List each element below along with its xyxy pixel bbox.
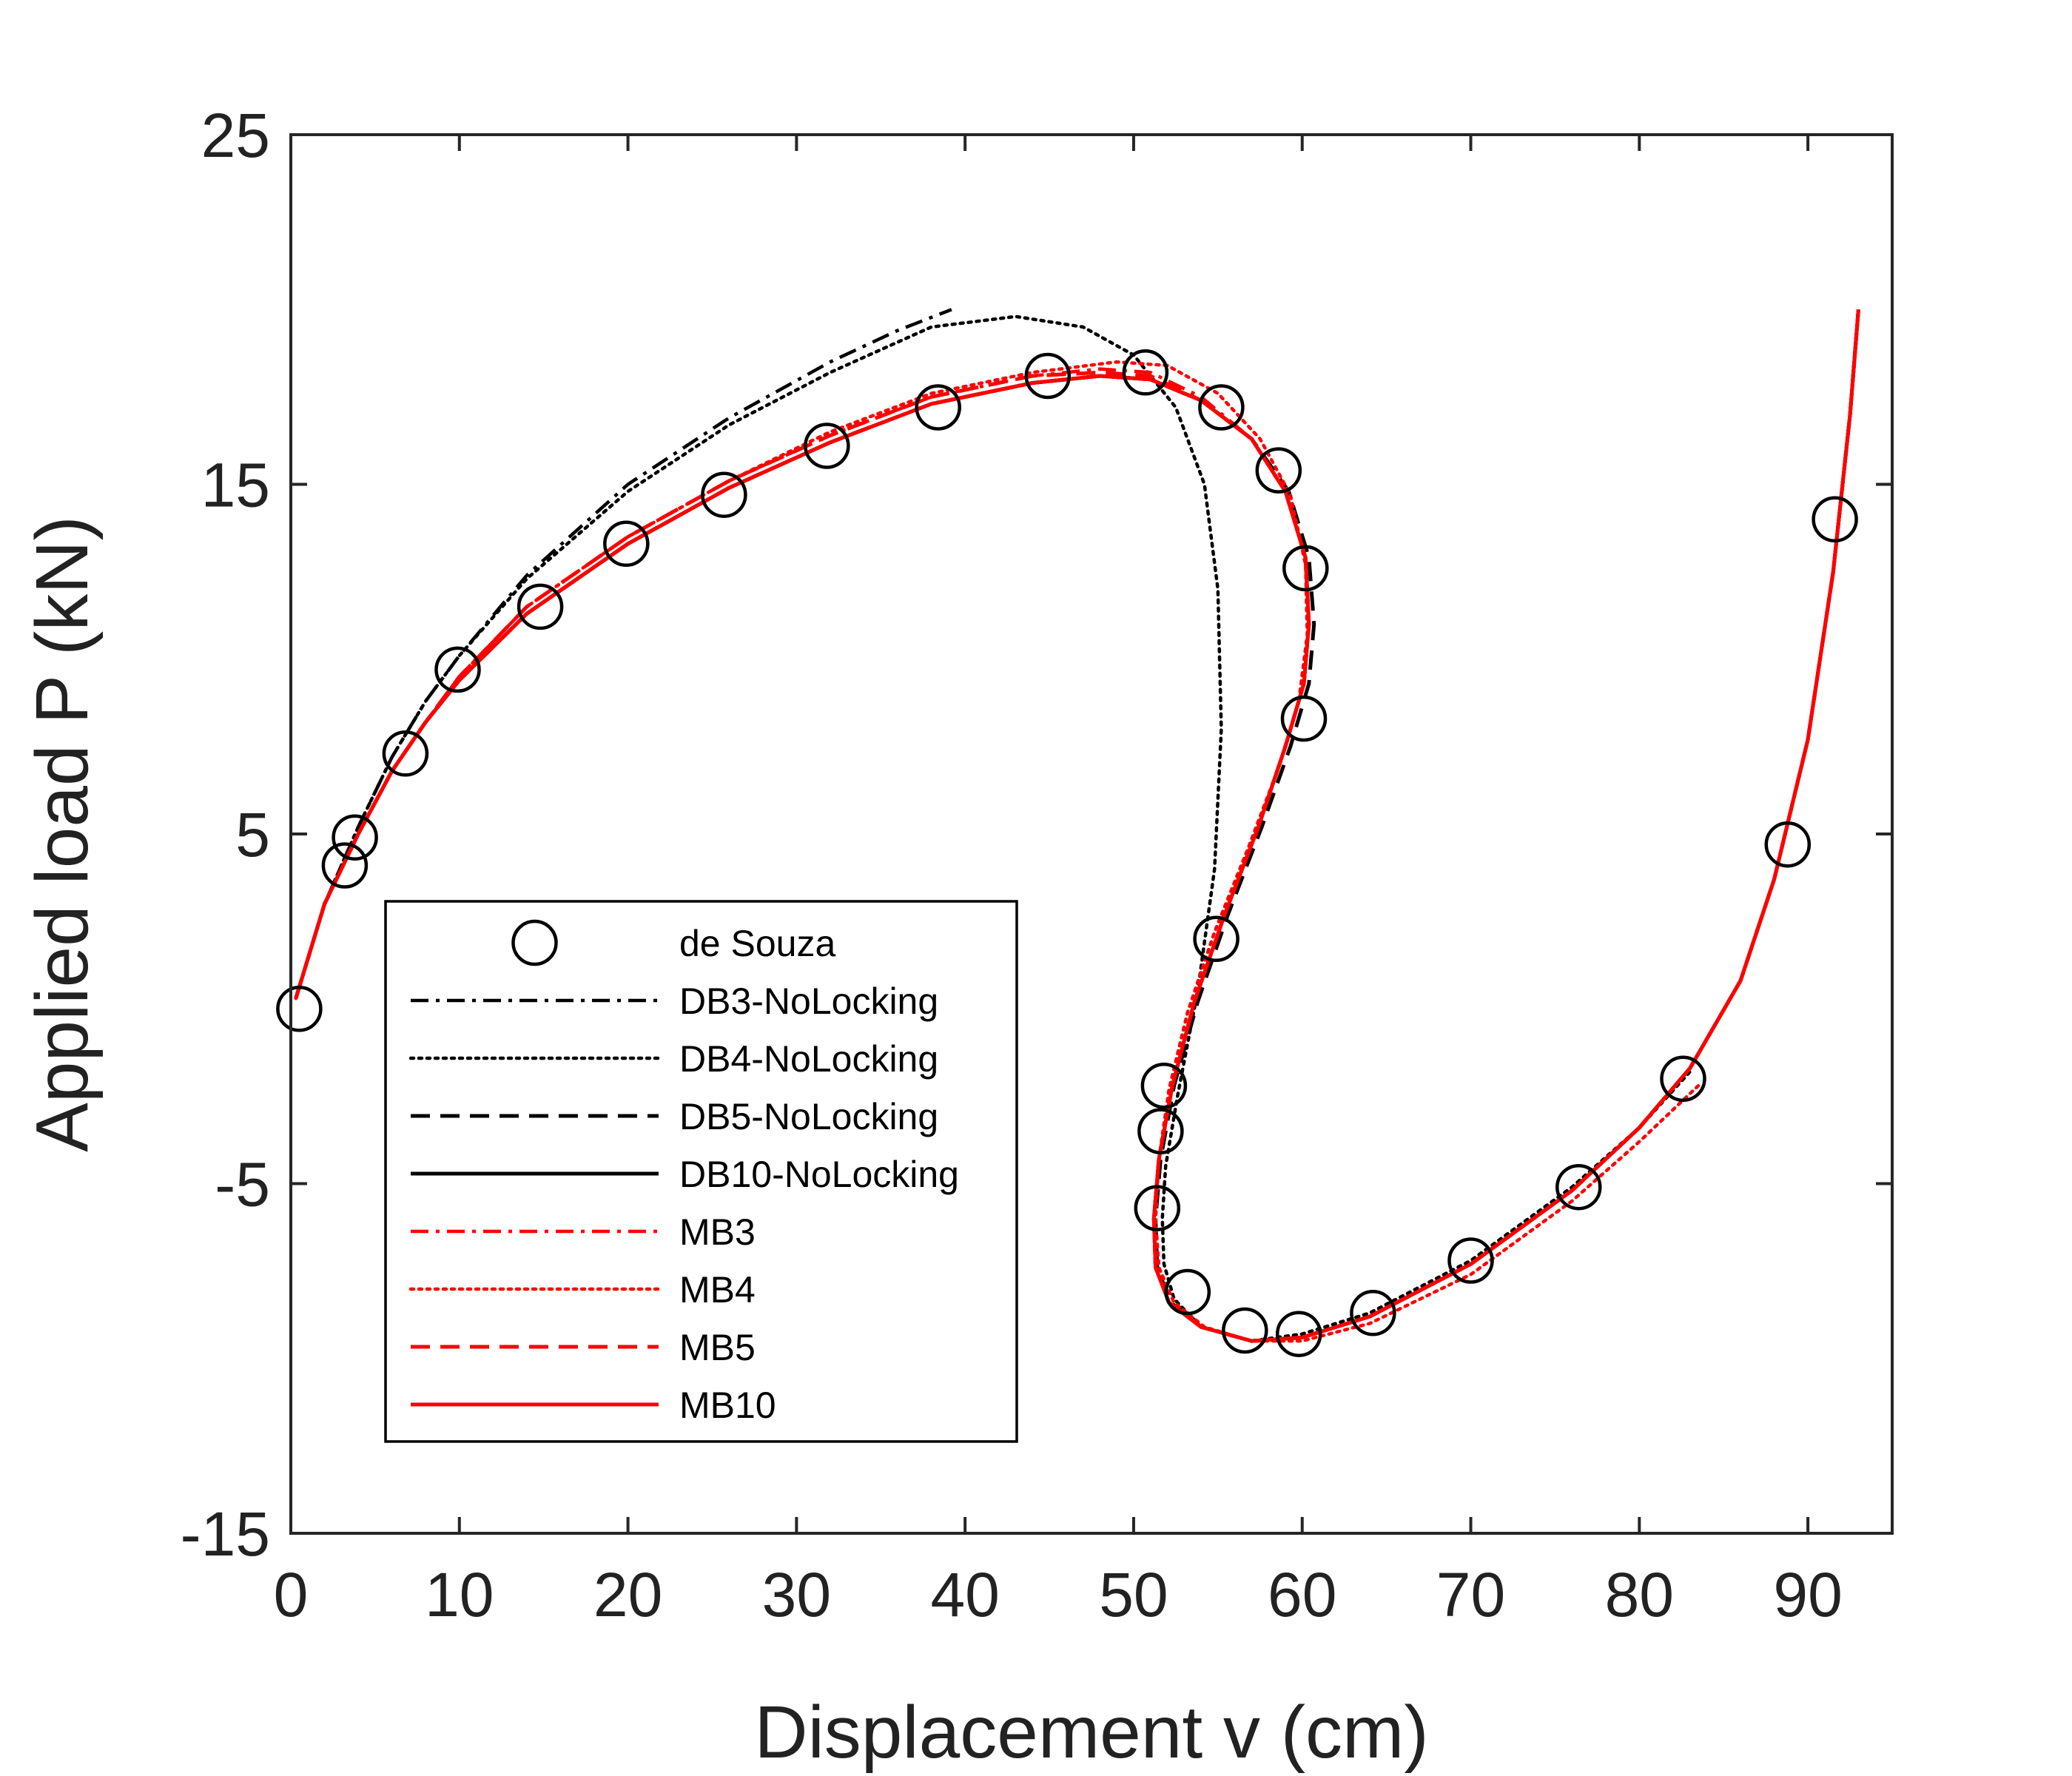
data-point-de-souza xyxy=(1660,1055,1706,1103)
legend-entry-db5-nolocking: DB5-NoLocking xyxy=(411,1096,938,1137)
axis-ticks xyxy=(289,133,1892,1535)
x-tick-label: 20 xyxy=(593,1560,662,1629)
x-tick-label: 30 xyxy=(762,1560,831,1629)
y-tick-label: -5 xyxy=(215,1150,270,1220)
data-point-de-souza xyxy=(1282,545,1329,592)
legend: de Souza DB3-NoLocking DB4-NoLocking DB5-No… xyxy=(384,900,1018,1443)
x-tick-label: 50 xyxy=(1099,1560,1168,1629)
y-tick-label: 15 xyxy=(201,451,270,520)
data-point-de-souza xyxy=(1275,1311,1322,1357)
legend-entries: de Souza DB3-NoLocking DB4-NoLocking DB5-No… xyxy=(408,919,959,1426)
legend-box xyxy=(384,900,1018,1443)
data-point-de-souza xyxy=(321,842,369,889)
legend-label: MB4 xyxy=(679,1269,756,1311)
y-axis-label: Applied load P (kN) xyxy=(21,516,104,1152)
y-tick-label: 5 xyxy=(235,800,270,870)
data-point-de-souza xyxy=(1164,1268,1211,1316)
x-axis-label: Displacement v (cm) xyxy=(754,1691,1428,1774)
x-tick-label: 70 xyxy=(1436,1560,1505,1629)
legend-entry-db10-nolocking: DB10-NoLocking xyxy=(411,1154,959,1195)
y-tick-label: 25 xyxy=(201,101,270,170)
legend-label: MB10 xyxy=(679,1385,776,1426)
x-tick-label: 40 xyxy=(930,1560,999,1629)
data-point-de-souza xyxy=(1812,496,1858,543)
data-point-de-souza xyxy=(603,520,650,568)
data-point-de-souza xyxy=(1024,352,1072,400)
data-point-de-souza xyxy=(276,986,323,1032)
x-tick-label: 80 xyxy=(1605,1560,1674,1629)
data-point-de-souza xyxy=(915,384,961,431)
data-point-de-souza xyxy=(1350,1290,1396,1336)
data-point-de-souza xyxy=(1193,915,1240,963)
data-point-de-souza xyxy=(1137,1108,1184,1154)
series-layer xyxy=(294,308,1860,1343)
legend-marker xyxy=(511,919,558,966)
data-point-de-souza xyxy=(1198,384,1245,431)
data-point-de-souza xyxy=(332,814,378,861)
legend-label: MB5 xyxy=(679,1327,756,1368)
data-point-de-souza xyxy=(517,583,564,630)
data-point-de-souza xyxy=(434,646,481,693)
x-tick-label: 10 xyxy=(425,1560,494,1629)
data-point-de-souza xyxy=(1222,1307,1268,1354)
legend-entry-db4-nolocking: DB4-NoLocking xyxy=(408,1038,938,1080)
series-line-db4-nolocking xyxy=(294,314,1692,1343)
axis-tick-labels: 0 10 20 30 40 50 60 70 80 90 -15 -5 5 15 25 xyxy=(181,101,1843,1629)
markers-layer xyxy=(276,349,1858,1357)
data-point-de-souza xyxy=(1555,1163,1602,1211)
x-tick-label: 60 xyxy=(1268,1560,1336,1629)
data-point-de-souza xyxy=(1280,695,1328,742)
data-point-de-souza xyxy=(1255,447,1302,494)
data-point-de-souza xyxy=(1764,821,1812,868)
legend-entry-mb10: MB10 xyxy=(411,1385,776,1426)
data-point-de-souza xyxy=(1140,1062,1188,1109)
data-point-de-souza xyxy=(382,730,429,777)
data-point-de-souza xyxy=(1122,349,1169,396)
legend-entry-mb3: MB3 xyxy=(411,1211,756,1253)
legend-entry-mb4: MB4 xyxy=(408,1269,756,1311)
data-point-de-souza xyxy=(1447,1237,1494,1284)
legend-label: DB4-NoLocking xyxy=(679,1038,938,1080)
legend-label: DB5-NoLocking xyxy=(679,1096,938,1137)
y-tick-label: -15 xyxy=(181,1499,270,1569)
x-tick-label: 0 xyxy=(274,1560,309,1629)
legend-entry-de-souza: de Souza xyxy=(511,919,835,966)
legend-entry-mb5: MB5 xyxy=(411,1327,756,1368)
data-point-de-souza xyxy=(804,423,850,469)
series-line-db3-nolocking xyxy=(294,308,952,999)
data-point-de-souza xyxy=(701,471,747,518)
data-point-de-souza xyxy=(1134,1185,1181,1231)
x-tick-label: 90 xyxy=(1773,1560,1842,1629)
legend-label: DB3-NoLocking xyxy=(679,980,938,1022)
legend-label: de Souza xyxy=(679,923,835,964)
legend-label: DB10-NoLocking xyxy=(679,1154,959,1195)
series-line-mb10 xyxy=(294,309,1860,1343)
legend-entry-db3-nolocking: DB3-NoLocking xyxy=(411,980,938,1022)
legend-label: MB3 xyxy=(679,1211,756,1253)
